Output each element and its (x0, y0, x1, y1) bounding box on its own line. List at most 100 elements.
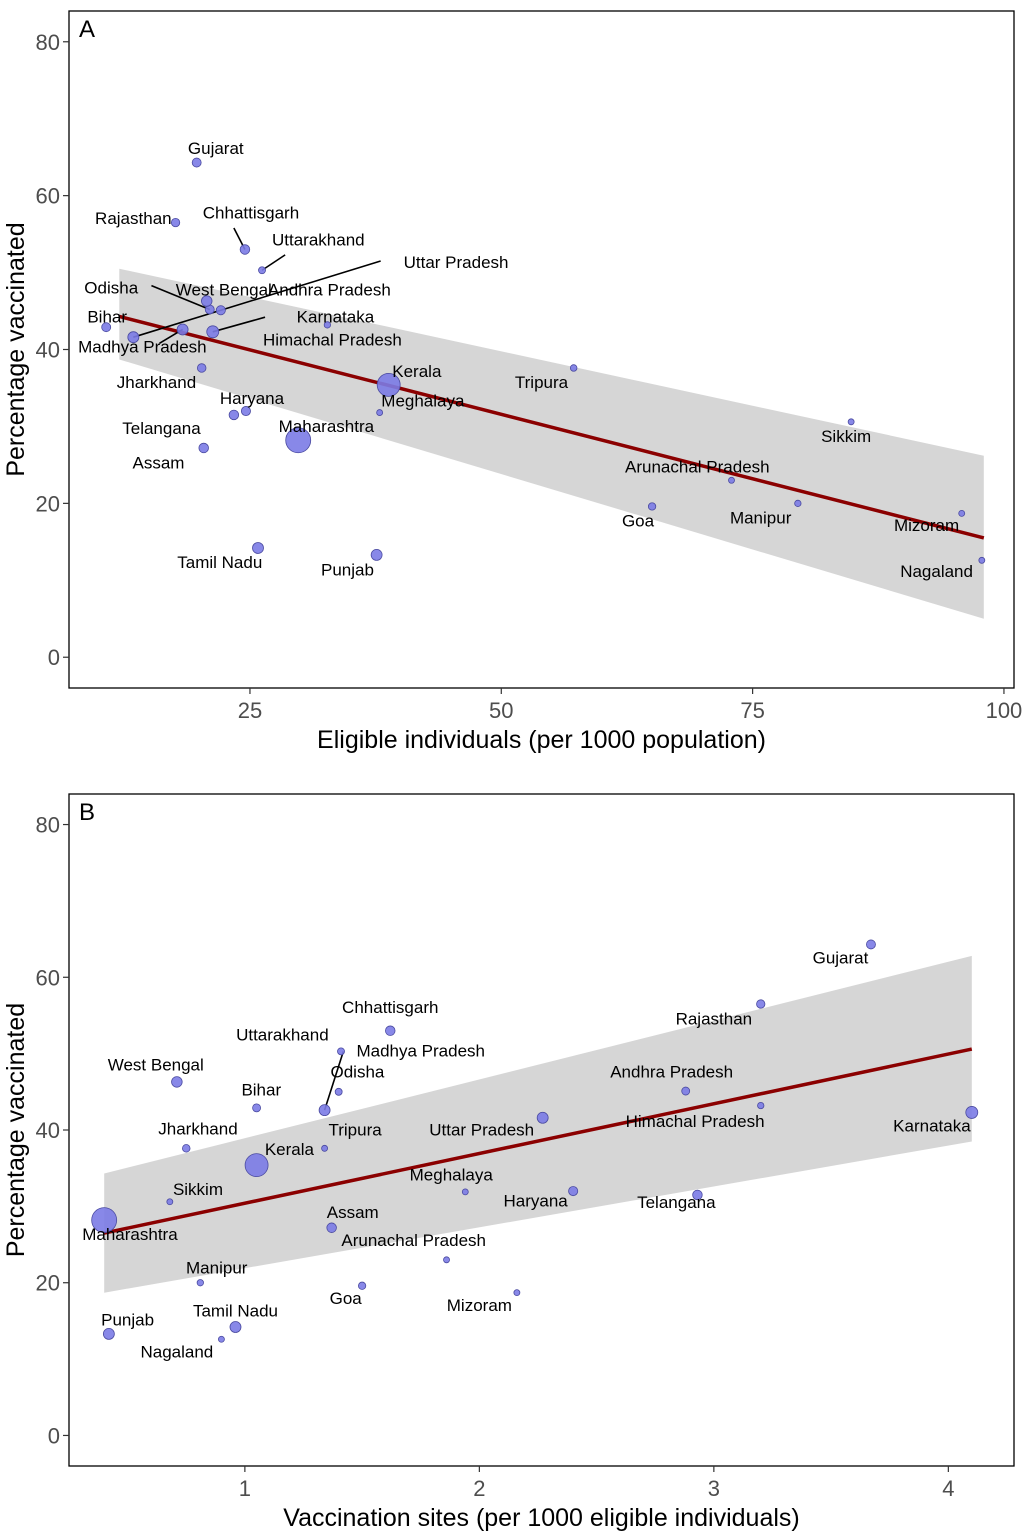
panel-b-point-rajasthan (756, 999, 766, 1009)
panel-b-confidence-band (104, 955, 972, 1293)
panel-a-y-tick-label-80: 80 (36, 30, 60, 55)
panel-a-x-tick-label-25: 25 (238, 698, 262, 723)
panel-b-label-maharashtra: Maharashtra (82, 1225, 178, 1244)
panel-b-x-tick-label-2: 2 (473, 1476, 485, 1501)
panel-a-label-tripura: Tripura (515, 373, 569, 392)
panel-b-label-nagaland: Nagaland (140, 1343, 213, 1362)
panel-a-y-tick-label-40: 40 (36, 338, 60, 363)
panel-a-leader-line-1 (261, 254, 286, 271)
panel-a-label-madhya-pradesh: Madhya Pradesh (78, 338, 207, 357)
panel-b-letter: B (79, 799, 95, 826)
panel-a-label-haryana: Haryana (220, 389, 285, 408)
panel-b-point-chhattisgarh (385, 1025, 396, 1036)
panel-a-label-meghalaya: Meghalaya (381, 391, 465, 410)
panel-b-point-bihar (252, 1103, 261, 1113)
panel-b-label-assam: Assam (327, 1203, 379, 1222)
panel-b-x-tick-label-3: 3 (708, 1476, 720, 1501)
panel-a-label-chhattisgarh: Chhattisgarh (203, 204, 299, 223)
panel-b-point-madhya-pradesh (337, 1047, 345, 1056)
panel-a-point-tamil-nadu (252, 542, 264, 554)
panel-a-point-assam (198, 442, 209, 454)
panel-a-leader-line-3 (151, 284, 211, 311)
panel-a-label-nagaland: Nagaland (900, 562, 973, 581)
panel-b-label-karnataka: Karnataka (893, 1117, 971, 1136)
panel-a-point-rajasthan (170, 217, 181, 228)
panel-b: Gujarat Rajasthan Chhattisgarh Uttarakhand M… (2, 793, 1015, 1532)
panel-a-point-himachal-pradesh (323, 321, 331, 329)
panel-a-label-bihar: Bihar (87, 308, 127, 327)
panel-a-regression-line (118, 314, 985, 540)
panel-b-label-uttar-pradesh: Uttar Pradesh (429, 1120, 534, 1139)
panel-a-y-tick-label-20: 20 (36, 491, 60, 516)
panel-b-point-andhra-pradesh (681, 1086, 691, 1096)
panel-a-y-axis-title: Percentage vaccinated (2, 222, 30, 476)
panel-a-confidence-band (119, 268, 984, 619)
panel-b-point-manipur (196, 1279, 204, 1287)
panel-b-point-himachal-pradesh (757, 1101, 765, 1110)
panel-a-point-andhra-pradesh (215, 305, 226, 316)
panel-b-label-mizoram: Mizoram (447, 1296, 512, 1315)
panel-a-label-odisha: Odisha (84, 278, 138, 297)
panel-b-label-west-bengal: West Bengal (108, 1055, 204, 1074)
panel-b-label-chhattisgarh: Chhattisgarh (342, 998, 438, 1017)
panel-b-label-andhra-pradesh: Andhra Pradesh (610, 1062, 733, 1081)
panel-b-label-tripura: Tripura (328, 1120, 382, 1139)
panel-a-label-punjab: Punjab (321, 561, 374, 580)
panel-a-leader-line-2 (133, 260, 381, 338)
panel-a-point-haryana (240, 406, 251, 417)
panel-b-point-haryana (568, 1186, 579, 1197)
panel-a-label-himachal-pradesh: Himachal Pradesh (263, 331, 402, 350)
panel-b-label-odisha: Odisha (330, 1062, 384, 1081)
panel-a-x-tick-label-50: 50 (489, 698, 513, 723)
panel-b-point-kerala (244, 1153, 269, 1178)
panel-b-point-odisha (334, 1087, 343, 1096)
panel-a-label-mizoram: Mizoram (894, 516, 959, 535)
panel-a-point-kerala (376, 372, 401, 397)
panel-b-label-goa: Goa (330, 1289, 363, 1308)
panel-a-letter: A (79, 16, 95, 43)
panel-b-label-bihar: Bihar (241, 1081, 281, 1100)
panel-a-label-maharashtra: Maharashtra (279, 417, 375, 436)
panel-b-point-arunachal-pradesh (443, 1256, 450, 1264)
panel-b-y-tick-label-80: 80 (36, 813, 60, 838)
panel-a-label-west-bengal: West Bengal (176, 281, 272, 300)
panel-a-label-telangana: Telangana (122, 419, 201, 438)
panel-b-label-kerala: Kerala (265, 1140, 315, 1159)
panel-b-label-uttarakhand: Uttarakhand (236, 1026, 329, 1045)
panel-a-point-uttar-pradesh (127, 331, 140, 344)
panel-a-point-telangana (228, 409, 240, 421)
panel-a-label-uttar-pradesh: Uttar Pradesh (404, 253, 509, 272)
panel-a: Gujarat Rajasthan Chhattisgarh Uttarakhand U… (2, 10, 1022, 754)
panel-a-label-tamil-nadu: Tamil Nadu (177, 553, 262, 572)
panel-a-x-axis-title: Eligible individuals (per 1000 populatio… (317, 726, 766, 754)
panel-a-label-rajasthan: Rajasthan (95, 209, 172, 228)
panel-b-point-gujarat (866, 939, 876, 950)
panel-a-label-assam: Assam (132, 454, 184, 473)
panel-b-point-punjab (102, 1327, 115, 1340)
panel-a-point-bihar (101, 322, 112, 333)
panel-b-label-madhya-pradesh: Madhya Pradesh (356, 1042, 485, 1061)
panel-b-point-nagaland (218, 1335, 225, 1343)
panel-a-point-arunachal-pradesh (728, 476, 735, 484)
panel-b-label-manipur: Manipur (186, 1259, 248, 1278)
panel-b-label-haryana: Haryana (504, 1191, 569, 1210)
panel-b-x-tick-label-1: 1 (239, 1476, 251, 1501)
panel-b-point-goa (358, 1281, 367, 1290)
panel-b-point-assam (326, 1222, 337, 1233)
panel-a-point-punjab (370, 549, 383, 561)
panel-b-label-gujarat: Gujarat (813, 949, 869, 968)
panel-b-point-meghalaya (461, 1188, 469, 1196)
panel-a-leader-line-4 (212, 316, 266, 333)
panel-b-point-tripura (321, 1144, 328, 1152)
panel-a-point-mizoram (958, 509, 966, 517)
panel-b-y-tick-label-20: 20 (36, 1271, 60, 1296)
panel-a-point-tripura (569, 364, 578, 372)
panel-b-point-uttar-pradesh (536, 1111, 549, 1124)
panel-a-label-arunachal-pradesh: Arunachal Pradesh (625, 458, 770, 477)
panel-a-label-kerala: Kerala (392, 362, 442, 381)
panel-a-point-sikkim (847, 418, 855, 426)
panel-a-point-west-bengal (201, 295, 213, 307)
panel-b-label-sikkim: Sikkim (173, 1180, 223, 1199)
panel-a-point-madhya-pradesh (176, 323, 189, 336)
